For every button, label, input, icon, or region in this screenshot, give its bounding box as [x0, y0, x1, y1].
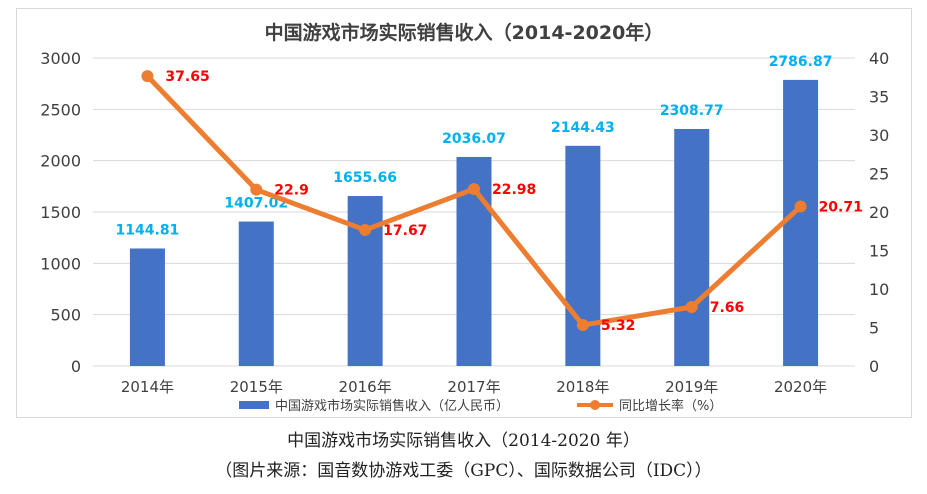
bar-data-label: 2036.07	[442, 131, 506, 147]
bar-data-label: 1144.81	[116, 222, 180, 238]
line-point	[685, 301, 698, 314]
x-tick-label: 2018年	[556, 378, 609, 396]
bar	[783, 79, 819, 366]
line-data-label: 7.66	[710, 300, 745, 316]
y-right-tick-label: 25	[869, 165, 889, 184]
y-right-tick-label: 0	[869, 357, 879, 376]
bar	[674, 128, 710, 366]
bar	[129, 248, 165, 366]
bar-data-label: 2308.77	[660, 103, 724, 119]
x-tick-label: 2017年	[447, 378, 500, 396]
bar-data-label: 1655.66	[333, 170, 397, 186]
bar	[347, 196, 383, 366]
caption-title: 中国游戏市场实际销售收入（2014-2020 年）	[287, 431, 640, 451]
bar-data-label: 1407.02	[224, 196, 288, 212]
y-left-tick-label: 2500	[40, 100, 81, 119]
line-data-label: 17.67	[383, 223, 427, 239]
y-left-tick-label: 500	[50, 306, 81, 325]
bar	[565, 145, 601, 366]
y-right-tick-label: 5	[869, 319, 879, 338]
chart-frame: 中国游戏市场实际销售收入（2014-2020年） 0 500 1000 1500 2000…	[16, 8, 912, 418]
y-left-tick-label: 0	[71, 357, 81, 376]
bar	[238, 221, 274, 366]
y-right-tick-label: 15	[869, 242, 889, 261]
bar-data-label: 2144.43	[551, 120, 615, 136]
line-point	[141, 70, 154, 83]
line-point	[794, 200, 807, 213]
y-left-tick-label: 3000	[40, 49, 81, 68]
line-point	[250, 183, 263, 196]
legend-swatch-bars	[239, 401, 269, 409]
line-point	[576, 319, 589, 332]
legend-label-bars: 中国游戏市场实际销售收入（亿人民币）	[275, 398, 509, 414]
legend-swatch-point	[590, 400, 600, 410]
line-point	[359, 223, 372, 236]
y-left-tick-label: 1500	[40, 203, 81, 222]
x-tick-label: 2019年	[665, 378, 718, 396]
x-tick-label: 2016年	[339, 378, 392, 396]
y-right-tick-label: 30	[869, 126, 889, 145]
x-tick-label: 2015年	[230, 378, 283, 396]
line-data-label: 5.32	[601, 318, 636, 334]
bar-data-label: 2786.87	[769, 54, 833, 70]
caption-source: （图片来源：国音数协游戏工委（GPC）、国际数据公司（IDC））	[215, 461, 712, 481]
y-left-tick-label: 2000	[40, 152, 81, 171]
y-right-tick-label: 20	[869, 203, 889, 222]
x-tick-label: 2014年	[121, 378, 174, 396]
y-left-tick-label: 1000	[40, 254, 81, 273]
chart: 中国游戏市场实际销售收入（2014-2020年） 0 500 1000 1500 2000…	[40, 21, 889, 414]
chart-title: 中国游戏市场实际销售收入（2014-2020年）	[265, 21, 664, 44]
line-data-label: 22.9	[274, 183, 309, 199]
line-point	[468, 183, 480, 196]
x-tick-label: 2020年	[774, 378, 827, 396]
line-data-label: 37.65	[165, 69, 209, 85]
line-data-label: 22.98	[492, 182, 536, 198]
y-right-tick-label: 35	[869, 88, 889, 107]
y-right-tick-label: 40	[869, 49, 889, 68]
y-right-tick-label: 10	[869, 280, 889, 299]
line-data-label: 20.71	[819, 200, 863, 216]
legend-label-line: 同比增长率（%）	[619, 398, 722, 414]
